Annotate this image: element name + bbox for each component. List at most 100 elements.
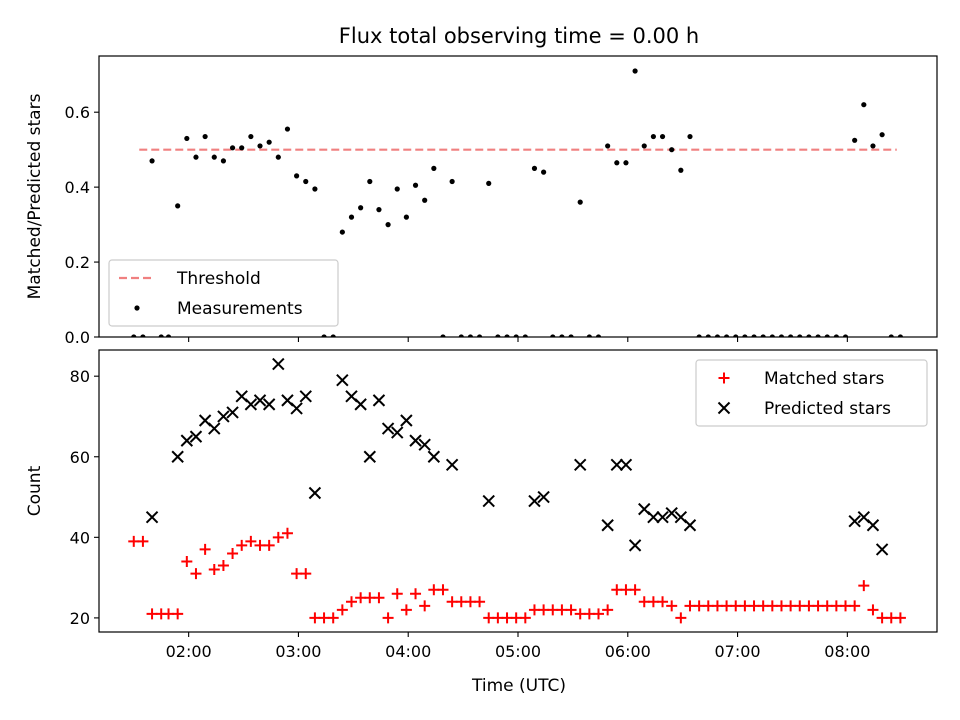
data-point-matched-stars bbox=[345, 596, 357, 608]
data-point-matched-stars bbox=[657, 596, 669, 608]
data-point-measurements bbox=[650, 133, 656, 140]
data-point-measurements bbox=[330, 334, 336, 337]
data-point-measurements bbox=[458, 334, 464, 337]
data-point-predicted-stars bbox=[308, 486, 322, 500]
plot-area bbox=[128, 357, 906, 624]
data-point-matched-stars bbox=[263, 539, 275, 551]
data-point-predicted-stars bbox=[628, 539, 642, 552]
data-point-measurements bbox=[605, 143, 611, 149]
legend-label: Predicted stars bbox=[764, 399, 891, 419]
legend-box bbox=[695, 359, 928, 427]
data-point-predicted-stars bbox=[189, 430, 203, 443]
data-point-predicted-stars bbox=[866, 519, 880, 532]
data-point-measurements bbox=[696, 334, 702, 337]
y-tick-label: 40 bbox=[70, 528, 90, 547]
data-point-measurements bbox=[312, 186, 318, 192]
data-point-measurements bbox=[669, 147, 675, 153]
data-point-matched-stars bbox=[217, 560, 229, 572]
data-point-measurements bbox=[833, 334, 839, 337]
data-point-predicted-stars bbox=[656, 510, 669, 524]
data-point-matched-stars bbox=[281, 527, 293, 539]
data-point-predicted-stars bbox=[262, 398, 276, 411]
data-point-measurements bbox=[184, 135, 190, 142]
data-point-predicted-stars bbox=[647, 510, 660, 524]
legend-box bbox=[108, 259, 339, 327]
data-point-measurements bbox=[284, 126, 291, 132]
data-point-measurements bbox=[422, 197, 428, 203]
data-point-matched-stars bbox=[666, 600, 678, 612]
x-tick-label: 05:00 bbox=[495, 642, 541, 661]
data-point-measurements bbox=[440, 334, 446, 337]
data-point-measurements bbox=[733, 334, 739, 337]
data-point-matched-stars bbox=[894, 612, 906, 624]
data-point-measurements bbox=[513, 334, 519, 337]
data-point-matched-stars bbox=[474, 596, 486, 608]
data-point-predicted-stars bbox=[665, 506, 678, 520]
data-point-predicted-stars bbox=[336, 374, 349, 387]
y-tick-label: 0.0 bbox=[65, 328, 90, 347]
chart-title: Flux total observing time = 0.00 h bbox=[339, 24, 699, 48]
data-point-predicted-stars bbox=[400, 414, 413, 427]
top-panel: 0.0 0.2 0.4 0.6 Matched/Predicted stars Thres… bbox=[25, 55, 938, 347]
data-point-matched-stars bbox=[565, 604, 577, 616]
legend-swatch bbox=[718, 372, 730, 384]
legend-swatch bbox=[134, 305, 140, 311]
data-point-predicted-stars bbox=[537, 490, 550, 504]
x-tick-label: 04:00 bbox=[385, 642, 431, 661]
data-point-measurements bbox=[852, 137, 858, 143]
data-point-measurements bbox=[239, 145, 245, 151]
data-point-measurements bbox=[149, 158, 155, 164]
data-point-predicted-stars bbox=[528, 494, 541, 508]
data-point-measurements bbox=[275, 154, 281, 160]
data-point-matched-stars bbox=[410, 588, 422, 600]
data-point-matched-stars bbox=[181, 556, 193, 567]
data-point-measurements bbox=[193, 154, 199, 160]
data-point-measurements bbox=[140, 334, 146, 337]
y-axis-label: Matched/Predicted stars bbox=[25, 93, 45, 299]
legend-swatch bbox=[717, 401, 731, 415]
data-point-predicted-stars bbox=[619, 458, 633, 472]
data-point-matched-stars bbox=[675, 612, 687, 624]
data-point-measurements bbox=[211, 154, 217, 160]
data-point-measurements bbox=[641, 143, 647, 149]
x-tick-label: 06:00 bbox=[605, 642, 651, 661]
data-point-measurements bbox=[467, 334, 474, 337]
data-point-predicted-stars bbox=[208, 422, 221, 435]
data-point-matched-stars bbox=[419, 600, 431, 612]
data-point-predicted-stars bbox=[180, 434, 194, 447]
data-point-matched-stars bbox=[236, 539, 248, 551]
data-point-predicted-stars bbox=[381, 422, 395, 435]
data-point-measurements bbox=[202, 133, 208, 140]
x-tick-label: 08:00 bbox=[824, 642, 870, 661]
y-tick-label: 0.4 bbox=[65, 178, 90, 197]
data-point-measurements bbox=[769, 334, 775, 337]
data-point-measurements bbox=[522, 334, 528, 337]
data-point-predicted-stars bbox=[226, 406, 239, 419]
data-point-predicted-stars bbox=[272, 357, 285, 371]
data-point-predicted-stars bbox=[391, 426, 404, 439]
data-point-matched-stars bbox=[373, 592, 385, 604]
data-point-measurements bbox=[367, 178, 373, 185]
data-point-measurements bbox=[504, 334, 510, 337]
data-point-measurements bbox=[348, 214, 355, 220]
data-point-predicted-stars bbox=[299, 390, 312, 403]
data-point-measurements bbox=[412, 182, 419, 188]
plot-area bbox=[131, 68, 904, 337]
data-point-measurements bbox=[815, 334, 821, 337]
data-point-predicted-stars bbox=[253, 394, 267, 407]
y-tick-label: 80 bbox=[70, 367, 90, 386]
legend-label: Measurements bbox=[177, 299, 303, 319]
data-point-matched-stars bbox=[208, 564, 220, 576]
data-point-measurements bbox=[723, 334, 730, 337]
data-point-predicted-stars bbox=[363, 450, 377, 463]
data-point-measurements bbox=[303, 178, 309, 185]
data-point-measurements bbox=[595, 334, 602, 337]
data-point-measurements bbox=[586, 334, 592, 337]
y-tick-label: 0.6 bbox=[65, 103, 90, 122]
data-point-predicted-stars bbox=[427, 450, 441, 463]
data-point-measurements bbox=[577, 199, 583, 205]
data-point-predicted-stars bbox=[875, 543, 889, 556]
data-point-matched-stars bbox=[190, 568, 202, 580]
x-tick-label: 02:00 bbox=[166, 642, 212, 661]
